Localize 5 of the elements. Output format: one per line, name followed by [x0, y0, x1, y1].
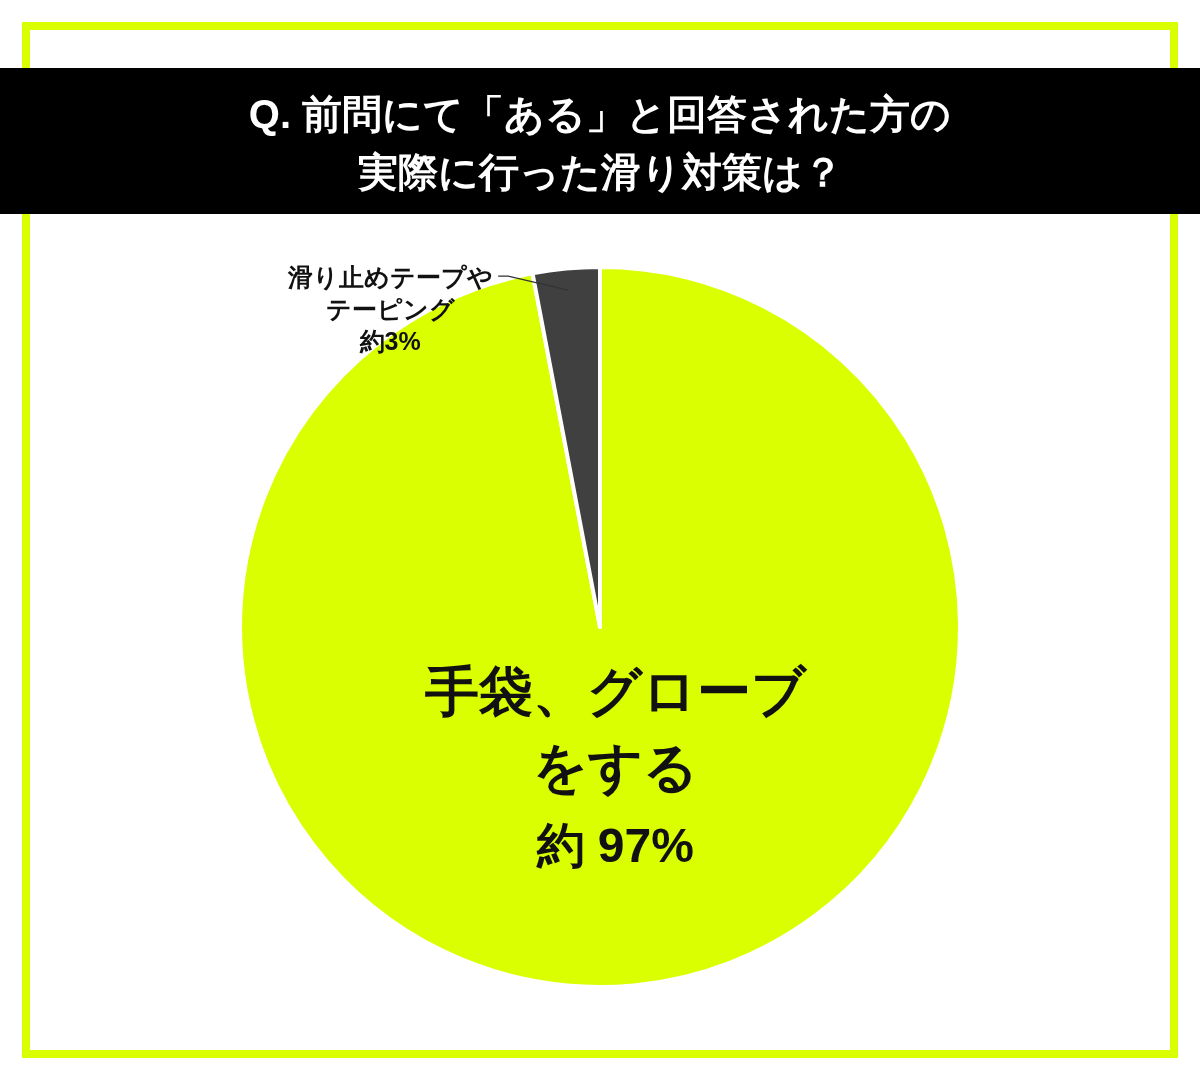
chart-title: Q. 前問にて「ある」と回答された方の実際に行った滑り対策は？ — [248, 92, 952, 194]
data-label: 約 97% — [535, 819, 694, 873]
slice-label: 手袋、グローブをする — [424, 661, 808, 798]
data-label: 約3% — [358, 327, 421, 356]
slice-label: 滑り止めテープやテーピング — [286, 263, 493, 324]
